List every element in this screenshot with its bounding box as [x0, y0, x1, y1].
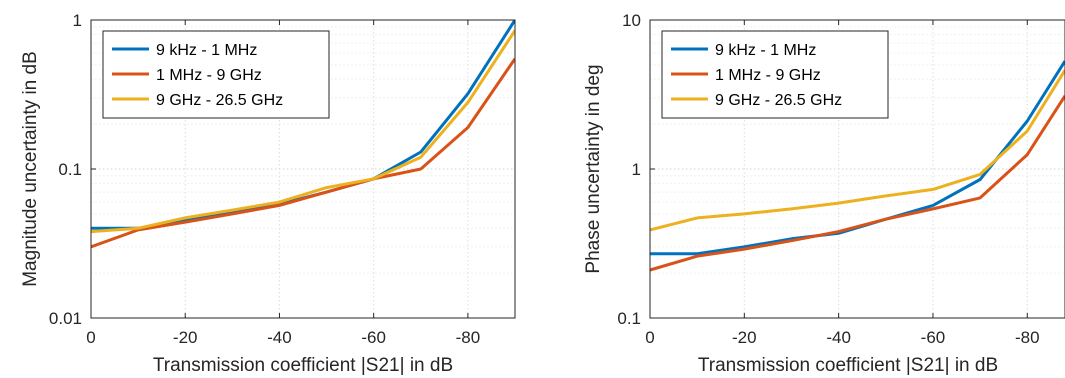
series-group — [91, 20, 515, 249]
series-line-2 — [91, 57, 515, 249]
series-line-3 — [650, 69, 1065, 232]
y-axis-title: Phase uncertainty in deg — [583, 64, 604, 273]
x-tick-label: 0 — [645, 328, 654, 347]
y-tick-label: 0.1 — [617, 309, 641, 328]
legend-label: 1 MHz - 9 GHz — [715, 67, 821, 84]
x-tick-label: 0 — [86, 328, 95, 347]
x-axis-title: Transmission coefficient |S21| in dB — [698, 355, 998, 376]
x-tick-label: -20 — [732, 328, 757, 347]
x-tick-label: -20 — [173, 328, 198, 347]
x-tick-label: -40 — [267, 328, 292, 347]
y-tick-label: 10 — [622, 11, 641, 30]
legend-label: 1 MHz - 9 GHz — [156, 67, 262, 84]
y-axis-title: Magnitude uncertainty in dB — [20, 51, 41, 287]
x-tick-label: -60 — [361, 328, 386, 347]
legend: 9 kHz - 1 MHz 1 MHz - 9 GHz 9 GHz - 26.5 G… — [661, 30, 889, 119]
x-tick-label: -40 — [826, 328, 851, 347]
legend-label: 9 kHz - 1 MHz — [156, 42, 257, 59]
y-tick-label: 1 — [632, 160, 641, 179]
y-tick-label: 1 — [73, 11, 82, 30]
legend: 9 kHz - 1 MHz 1 MHz - 9 GHz 9 GHz - 26.5 G… — [102, 30, 330, 119]
series-line-3 — [91, 29, 515, 234]
x-axis-title: Transmission coefficient |S21| in dB — [153, 355, 453, 376]
y-tick-label: 0.01 — [49, 309, 82, 328]
x-tick-label: -80 — [456, 328, 481, 347]
series-group — [650, 60, 1065, 272]
legend-label: 9 GHz - 26.5 GHz — [715, 92, 842, 109]
x-tick-label: -80 — [1015, 328, 1040, 347]
y-tick-label: 0.1 — [58, 160, 82, 179]
legend-label: 9 GHz - 26.5 GHz — [156, 92, 283, 109]
chart-panel-1: 0 -20 -40 -60 -80 0.01 0.1 1 9 kHz - 1 MHz 1 MHz … — [20, 11, 516, 376]
axes-box — [649, 19, 1065, 319]
legend-label: 9 kHz - 1 MHz — [715, 42, 816, 59]
series-line-2 — [650, 94, 1065, 272]
axes-box — [90, 19, 516, 319]
chart-panel-2: 0 -20 -40 -60 -80 0.1 1 10 9 kHz - 1 MHz 1 MHz - … — [583, 11, 1065, 376]
x-tick-label: -60 — [921, 328, 946, 347]
